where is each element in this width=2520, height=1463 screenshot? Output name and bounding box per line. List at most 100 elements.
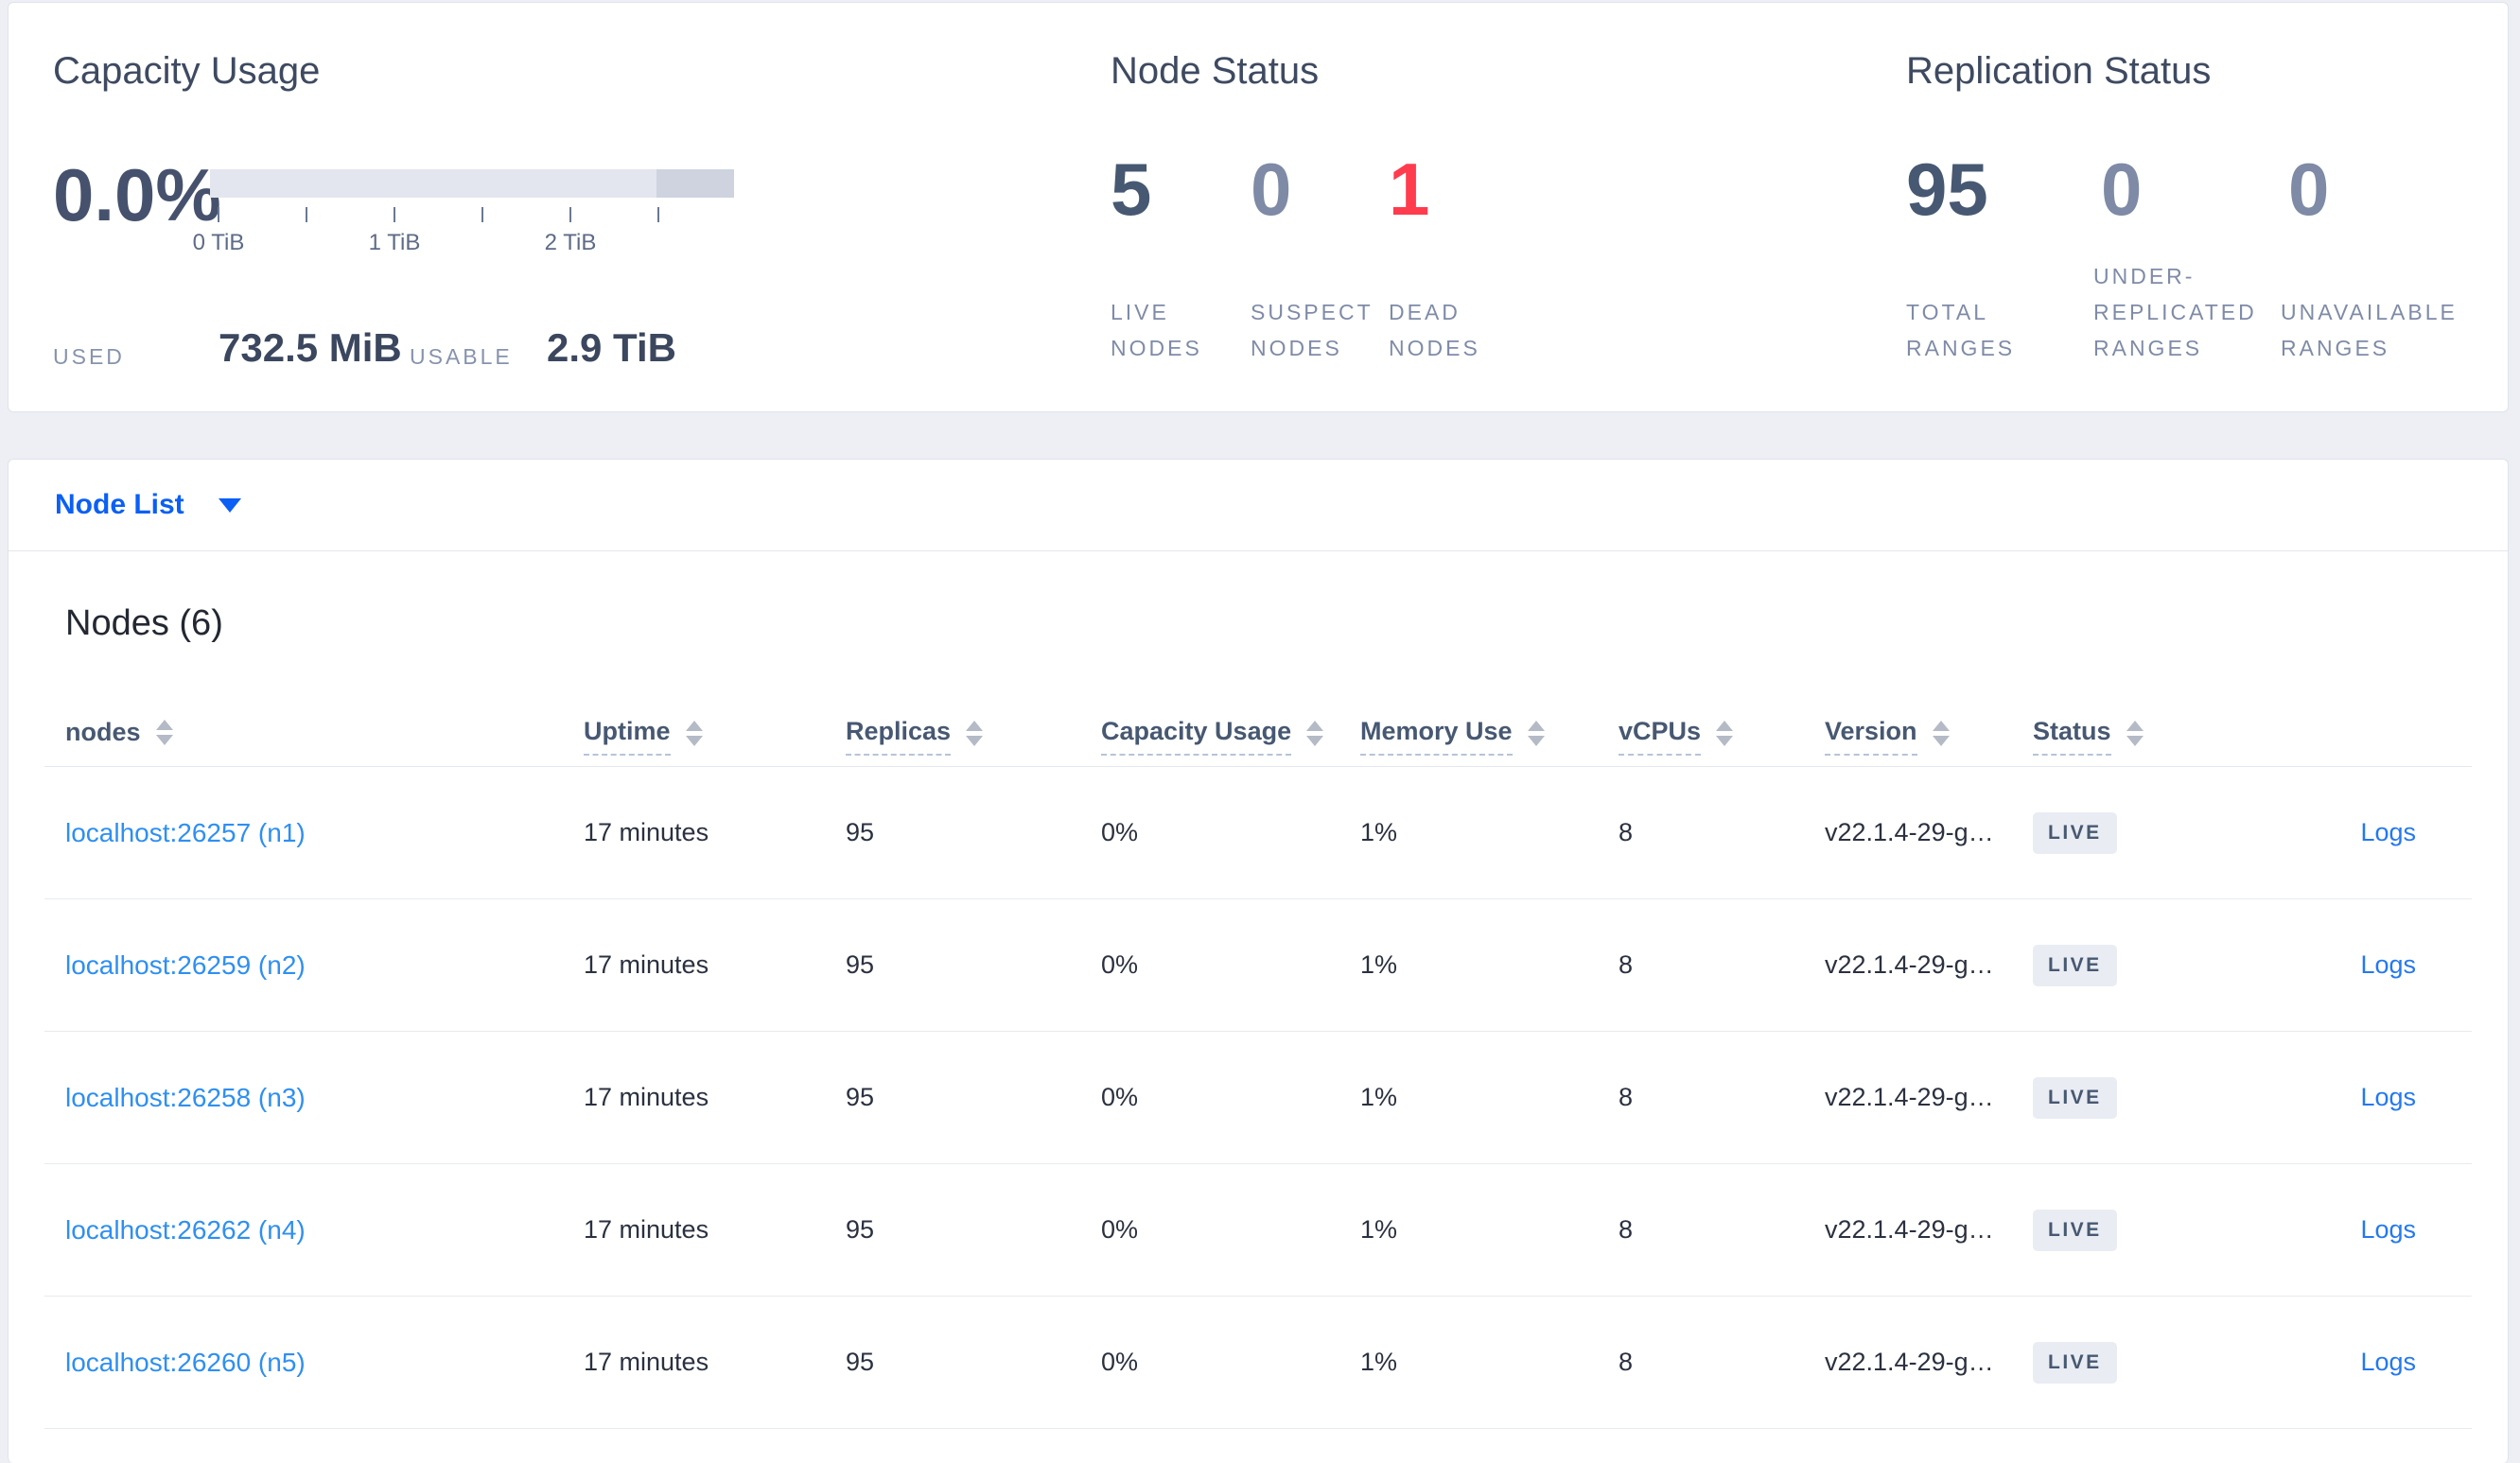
replicas-cell: 95 xyxy=(846,1083,875,1111)
table-header-row: nodes Uptime Replicas Capacity Usage Mem… xyxy=(44,705,2472,767)
logs-link[interactable]: Logs xyxy=(2360,818,2416,846)
capacity-usage-cell: 0% xyxy=(1101,950,1139,979)
table-row: localhost:26258 (n3) 17 minutes 95 0% 1%… xyxy=(44,1032,2472,1164)
dead-nodes-label: DEAD NODES xyxy=(1389,300,1480,360)
under-replicated-ranges-label: UNDER-REPLICATED RANGES xyxy=(2093,264,2257,360)
column-header-version[interactable]: Version xyxy=(1825,717,1950,756)
column-header-capacity-usage[interactable]: Capacity Usage xyxy=(1101,717,1324,756)
memory-use-cell: 1% xyxy=(1360,950,1398,979)
axis-tick xyxy=(218,207,219,222)
logs-link[interactable]: Logs xyxy=(2360,1215,2416,1244)
capacity-bar-usable-segment xyxy=(210,169,656,198)
suspect-nodes-count: 0 xyxy=(1251,148,1292,231)
version-cell: v22.1.4-29-g… xyxy=(1825,950,1994,979)
capacity-usage-cell: 0% xyxy=(1101,1215,1139,1244)
axis-tick xyxy=(569,207,571,222)
memory-use-cell: 1% xyxy=(1360,1083,1398,1111)
column-header-nodes[interactable]: nodes xyxy=(65,718,173,755)
version-cell: v22.1.4-29-g… xyxy=(1825,1348,1994,1376)
status-badge: LIVE xyxy=(2033,944,2117,986)
memory-use-cell: 1% xyxy=(1360,818,1398,846)
uptime-cell: 17 minutes xyxy=(584,1215,709,1244)
vcpus-cell: 8 xyxy=(1619,1348,1634,1376)
logs-link[interactable]: Logs xyxy=(2360,1083,2416,1111)
replication-status-title: Replication Status xyxy=(1906,50,2212,92)
vcpus-cell: 8 xyxy=(1619,818,1634,846)
capacity-bar xyxy=(210,169,734,198)
sort-icon xyxy=(2126,720,2144,746)
nodes-section-heading: Nodes (6) xyxy=(65,603,223,643)
capacity-usage-title: Capacity Usage xyxy=(53,50,321,92)
node-link[interactable]: localhost:26258 (n3) xyxy=(65,1082,306,1112)
axis-tick-label: 2 TiB xyxy=(544,230,597,255)
vcpus-cell: 8 xyxy=(1619,1083,1634,1111)
axis-tick xyxy=(481,207,483,222)
uptime-cell: 17 minutes xyxy=(584,950,709,979)
table-row: localhost:26262 (n4) 17 minutes 95 0% 1%… xyxy=(44,1164,2472,1297)
uptime-cell: 17 minutes xyxy=(584,1083,709,1111)
axis-tick-label: 0 TiB xyxy=(192,230,245,255)
axis-tick xyxy=(306,207,307,222)
memory-use-cell: 1% xyxy=(1360,1348,1398,1376)
uptime-cell: 17 minutes xyxy=(584,1348,709,1376)
node-link[interactable]: localhost:26257 (n1) xyxy=(65,817,306,847)
sort-icon xyxy=(1527,720,1545,746)
table-row: localhost:26259 (n2) 17 minutes 95 0% 1%… xyxy=(44,899,2472,1032)
total-ranges-label: TOTAL RANGES xyxy=(1906,300,2016,360)
capacity-percent: 0.0% xyxy=(53,153,221,236)
node-list-dropdown[interactable]: Node List xyxy=(55,489,184,520)
usable-value: 2.9 TiB xyxy=(547,325,676,370)
used-label: USED xyxy=(53,344,125,369)
sort-icon xyxy=(685,720,703,746)
vcpus-cell: 8 xyxy=(1619,1215,1634,1244)
table-row: localhost:26260 (n5) 17 minutes 95 0% 1%… xyxy=(44,1297,2472,1429)
cluster-summary-card: Capacity Usage 0.0% 0 TiB 1 TiB 2 TiB US… xyxy=(8,2,2509,412)
version-cell: v22.1.4-29-g… xyxy=(1825,1083,1994,1111)
node-link[interactable]: localhost:26259 (n2) xyxy=(65,949,306,980)
usable-label: USABLE xyxy=(410,344,513,369)
replicas-cell: 95 xyxy=(846,1215,875,1244)
replicas-cell: 95 xyxy=(846,950,875,979)
sort-icon xyxy=(1932,720,1950,746)
node-status-title: Node Status xyxy=(1111,50,1320,92)
under-replicated-ranges-count: 0 xyxy=(2101,148,2143,231)
axis-tick-label: 1 TiB xyxy=(368,230,421,255)
column-header-uptime[interactable]: Uptime xyxy=(584,717,703,756)
suspect-nodes-label: SUSPECT NODES xyxy=(1251,300,1374,360)
axis-tick xyxy=(394,207,395,222)
node-list-card: Node List Nodes (6) nodes Uptime Replica… xyxy=(8,459,2509,1463)
capacity-bar-reserved-segment xyxy=(656,169,734,198)
live-nodes-count: 5 xyxy=(1111,148,1152,231)
table-row: localhost:26257 (n1) 17 minutes 95 0% 1%… xyxy=(44,767,2472,899)
column-header-memory-use[interactable]: Memory Use xyxy=(1360,717,1545,756)
status-badge: LIVE xyxy=(2033,1341,2117,1384)
capacity-usage-cell: 0% xyxy=(1101,1083,1139,1111)
unavailable-ranges-count: 0 xyxy=(2288,148,2330,231)
column-header-replicas[interactable]: Replicas xyxy=(846,717,984,756)
status-badge: LIVE xyxy=(2033,1076,2117,1119)
node-link[interactable]: localhost:26260 (n5) xyxy=(65,1347,306,1377)
replicas-cell: 95 xyxy=(846,1348,875,1376)
node-link[interactable]: localhost:26262 (n4) xyxy=(65,1214,306,1245)
version-cell: v22.1.4-29-g… xyxy=(1825,818,1994,846)
view-selector-bar: Node List xyxy=(9,460,2508,551)
capacity-axis: 0 TiB 1 TiB 2 TiB xyxy=(193,203,734,262)
column-header-status[interactable]: Status xyxy=(2033,717,2144,756)
column-header-vcpus[interactable]: vCPUs xyxy=(1619,717,1734,756)
sort-icon xyxy=(1306,720,1324,746)
version-cell: v22.1.4-29-g… xyxy=(1825,1215,1994,1244)
live-nodes-label: LIVE NODES xyxy=(1111,300,1202,360)
used-value: 732.5 MiB xyxy=(219,325,402,370)
logs-link[interactable]: Logs xyxy=(2360,950,2416,979)
logs-link[interactable]: Logs xyxy=(2360,1348,2416,1376)
capacity-usage-cell: 0% xyxy=(1101,818,1139,846)
sort-icon xyxy=(1716,720,1734,746)
unavailable-ranges-label: UNAVAILABLE RANGES xyxy=(2281,300,2458,360)
chevron-down-icon[interactable] xyxy=(218,497,241,513)
status-badge: LIVE xyxy=(2033,1209,2117,1251)
status-badge: LIVE xyxy=(2033,811,2117,854)
replicas-cell: 95 xyxy=(846,818,875,846)
nodes-table: nodes Uptime Replicas Capacity Usage Mem… xyxy=(44,705,2472,1429)
total-ranges-count: 95 xyxy=(1906,148,1988,231)
dead-nodes-count: 1 xyxy=(1389,148,1430,231)
